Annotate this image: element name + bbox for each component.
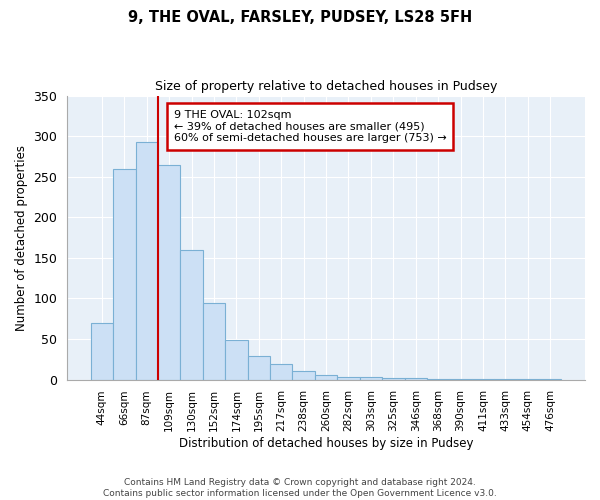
Bar: [404, 378, 427, 380]
Bar: [248, 356, 270, 380]
Bar: [382, 378, 404, 380]
Bar: [158, 164, 181, 380]
Bar: [360, 377, 382, 380]
Bar: [270, 364, 292, 380]
Bar: [136, 142, 158, 380]
Text: 9, THE OVAL, FARSLEY, PUDSEY, LS28 5FH: 9, THE OVAL, FARSLEY, PUDSEY, LS28 5FH: [128, 10, 472, 25]
Bar: [539, 379, 562, 380]
Bar: [427, 379, 449, 380]
Bar: [315, 374, 337, 380]
Bar: [472, 379, 494, 380]
Bar: [113, 168, 136, 380]
Bar: [225, 340, 248, 380]
Text: 9 THE OVAL: 102sqm
← 39% of detached houses are smaller (495)
60% of semi-detach: 9 THE OVAL: 102sqm ← 39% of detached hou…: [173, 110, 446, 144]
Title: Size of property relative to detached houses in Pudsey: Size of property relative to detached ho…: [155, 80, 497, 93]
X-axis label: Distribution of detached houses by size in Pudsey: Distribution of detached houses by size …: [179, 437, 473, 450]
Bar: [203, 302, 225, 380]
Bar: [337, 377, 360, 380]
Bar: [517, 379, 539, 380]
Bar: [449, 379, 472, 380]
Bar: [181, 250, 203, 380]
Bar: [494, 379, 517, 380]
Bar: [91, 323, 113, 380]
Y-axis label: Number of detached properties: Number of detached properties: [15, 144, 28, 330]
Text: Contains HM Land Registry data © Crown copyright and database right 2024.
Contai: Contains HM Land Registry data © Crown c…: [103, 478, 497, 498]
Bar: [292, 372, 315, 380]
